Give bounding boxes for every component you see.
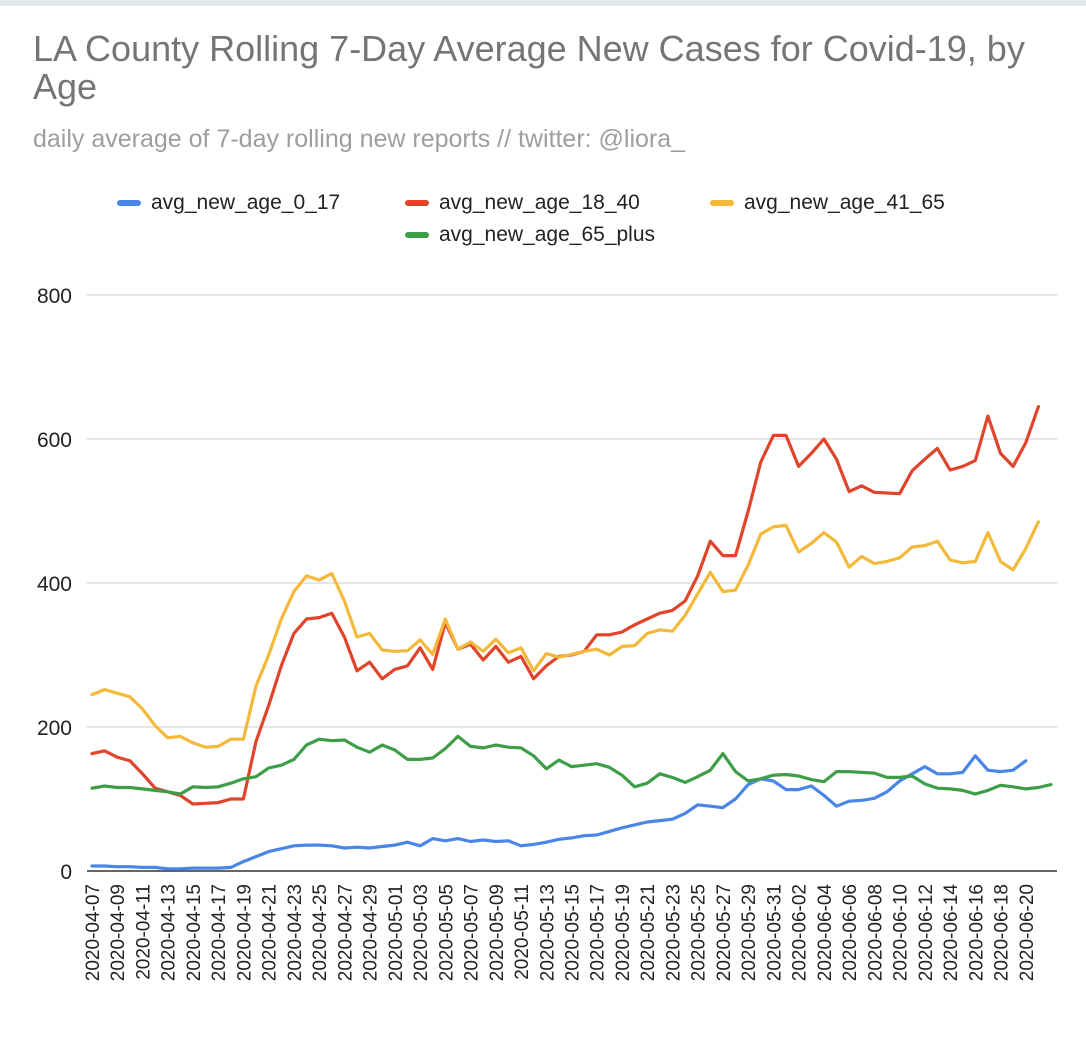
x-tick-label: 2020-04-29 [361, 884, 382, 981]
legend-swatch-age-18-40 [405, 200, 429, 206]
legend-swatch-age-65-plus [405, 232, 429, 238]
x-tick-label: 2020-04-09 [108, 884, 129, 981]
x-tick-label: 2020-05-29 [739, 884, 760, 981]
legend-label-age-0-17: avg_new_age_0_17 [151, 191, 341, 214]
x-tick-label: 2020-05-07 [462, 884, 483, 981]
legend-item-age-18-40[interactable]: avg_new_age_18_40 [405, 191, 640, 215]
x-tick-label: 2020-05-21 [638, 884, 659, 981]
x-tick-label: 2020-06-02 [790, 884, 811, 981]
x-tick-label: 2020-04-07 [83, 884, 104, 981]
x-tick-label: 2020-04-23 [285, 884, 306, 981]
legend-label-age-41-65: avg_new_age_41_65 [744, 191, 945, 214]
chart-title: LA County Rolling 7-Day Average New Case… [33, 28, 1025, 107]
legend: avg_new_age_0_17 avg_new_age_18_40 avg_n… [0, 185, 1086, 255]
x-tick-label: 2020-06-14 [941, 884, 962, 982]
series-line-avg_new_age_0_17 [90, 754, 1028, 871]
x-tick-label: 2020-05-31 [764, 884, 785, 981]
window-top-bar [0, 0, 1086, 6]
x-tick-label: 2020-06-16 [966, 884, 987, 981]
x-tick-label: 2020-04-17 [209, 884, 230, 981]
legend-item-age-65-plus[interactable]: avg_new_age_65_plus [405, 223, 655, 247]
x-tick-label: 2020-05-19 [613, 884, 634, 981]
x-tick-label: 2020-05-13 [537, 884, 558, 981]
x-tick-label: 2020-06-12 [916, 884, 937, 981]
x-tick-label: 2020-05-11 [512, 884, 533, 980]
series-line-avg_new_age_41_65 [90, 520, 1041, 749]
x-tick-label: 2020-05-23 [663, 884, 684, 981]
x-tick-label: 2020-06-08 [865, 884, 886, 981]
legend-label-age-65-plus: avg_new_age_65_plus [439, 223, 656, 246]
x-tick-label: 2020-05-27 [714, 884, 735, 981]
x-tick-label: 2020-06-18 [992, 884, 1013, 981]
chart-subtitle: daily average of 7-day rolling new repor… [33, 125, 686, 153]
series-line-avg_new_age_65_plus [90, 734, 1053, 796]
legend-item-age-0-17[interactable]: avg_new_age_0_17 [117, 191, 340, 215]
legend-item-age-41-65[interactable]: avg_new_age_41_65 [710, 191, 945, 215]
series-line-avg_new_age_18_40 [90, 405, 1041, 806]
x-tick-label: 2020-04-19 [234, 884, 255, 981]
x-tick-label: 2020-05-09 [487, 884, 508, 981]
x-tick-label: 2020-05-17 [588, 884, 609, 981]
y-tick-label-400: 400 [37, 573, 72, 596]
x-tick-label: 2020-04-13 [159, 884, 180, 981]
x-tick-label: 2020-06-04 [815, 884, 836, 982]
y-tick-label-800: 800 [37, 285, 72, 308]
x-tick-label: 2020-06-06 [840, 884, 861, 981]
x-tick-label: 2020-05-25 [689, 884, 710, 981]
y-tick-label-200: 200 [37, 717, 72, 740]
x-tick-label: 2020-06-10 [891, 884, 912, 981]
y-tick-label-0: 0 [60, 861, 72, 884]
x-tick-label: 2020-05-01 [386, 884, 407, 981]
legend-swatch-age-41-65 [710, 200, 734, 206]
x-tick-label: 2020-04-15 [184, 884, 205, 981]
x-tick-label: 2020-04-27 [335, 884, 356, 981]
legend-label-age-18-40: avg_new_age_18_40 [439, 191, 640, 214]
y-tick-label-600: 600 [37, 429, 72, 452]
x-tick-label: 2020-05-05 [436, 884, 457, 981]
x-tick-label: 2020-04-11 [133, 884, 154, 980]
x-tick-label: 2020-04-21 [260, 884, 281, 981]
x-tick-label: 2020-05-03 [411, 884, 432, 981]
x-tick-label: 2020-06-20 [1017, 884, 1038, 981]
legend-swatch-age-0-17 [117, 200, 141, 206]
x-tick-label: 2020-04-25 [310, 884, 331, 981]
x-tick-label: 2020-05-15 [563, 884, 584, 981]
